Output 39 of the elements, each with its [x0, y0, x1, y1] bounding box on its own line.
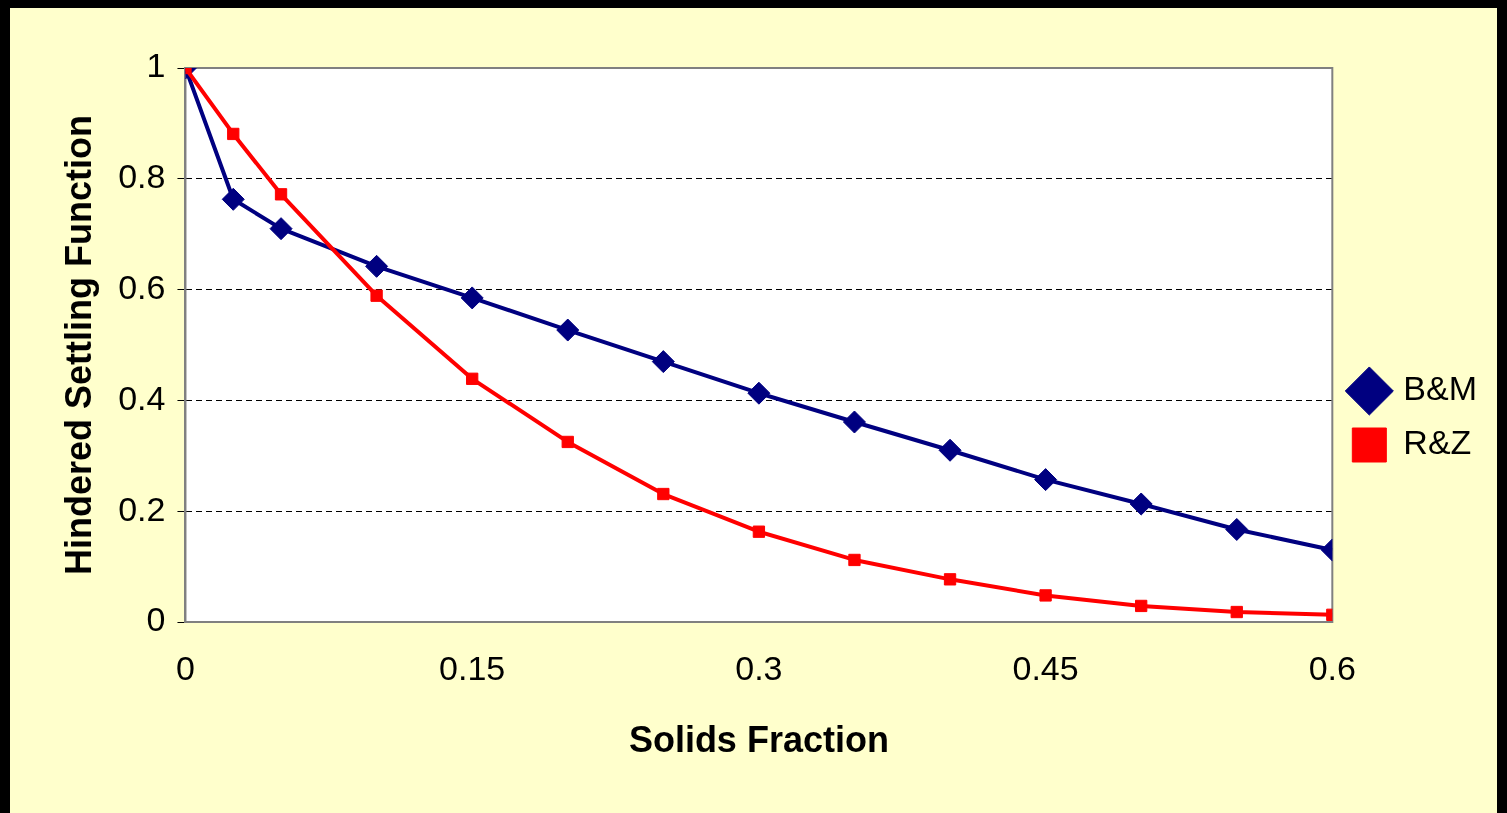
point	[370, 289, 383, 302]
point	[561, 435, 574, 449]
y-tick-label: 0.8	[118, 157, 166, 196]
point	[651, 350, 675, 374]
x-tick-label: 0	[176, 648, 195, 687]
point	[1230, 605, 1243, 619]
point	[1129, 492, 1153, 516]
point	[938, 438, 962, 462]
y-axis-title: Hindered Settling Function	[57, 115, 99, 575]
point	[747, 381, 771, 405]
point	[842, 410, 866, 434]
point	[460, 286, 484, 310]
point	[943, 573, 957, 586]
point	[848, 553, 861, 567]
y-tick-label: 0	[146, 600, 166, 639]
y-tick-label: 0.2	[118, 489, 166, 528]
point	[1039, 589, 1052, 602]
x-tick-label: 0.3	[735, 648, 783, 687]
point	[556, 318, 580, 342]
point	[274, 188, 288, 201]
y-tick-label: 0.6	[118, 267, 166, 306]
y-tick-label: 1	[146, 46, 166, 85]
x-tick-label: 0.45	[1012, 648, 1079, 687]
point	[466, 372, 479, 385]
point	[221, 187, 245, 211]
point	[657, 487, 670, 501]
x-axis-title: Solids Fraction	[628, 719, 889, 761]
point	[365, 254, 389, 278]
legend-label: R&Z	[1403, 423, 1472, 462]
point	[1034, 468, 1058, 492]
x-tick-label: 0.15	[439, 648, 506, 687]
point	[752, 525, 766, 538]
legend-label: B&M	[1403, 369, 1478, 408]
y-tick-label: 0.4	[118, 378, 166, 417]
point	[1225, 517, 1249, 541]
point	[1135, 599, 1148, 613]
x-tick-label: 0.6	[1308, 648, 1356, 687]
point	[269, 217, 293, 241]
point	[227, 127, 240, 141]
